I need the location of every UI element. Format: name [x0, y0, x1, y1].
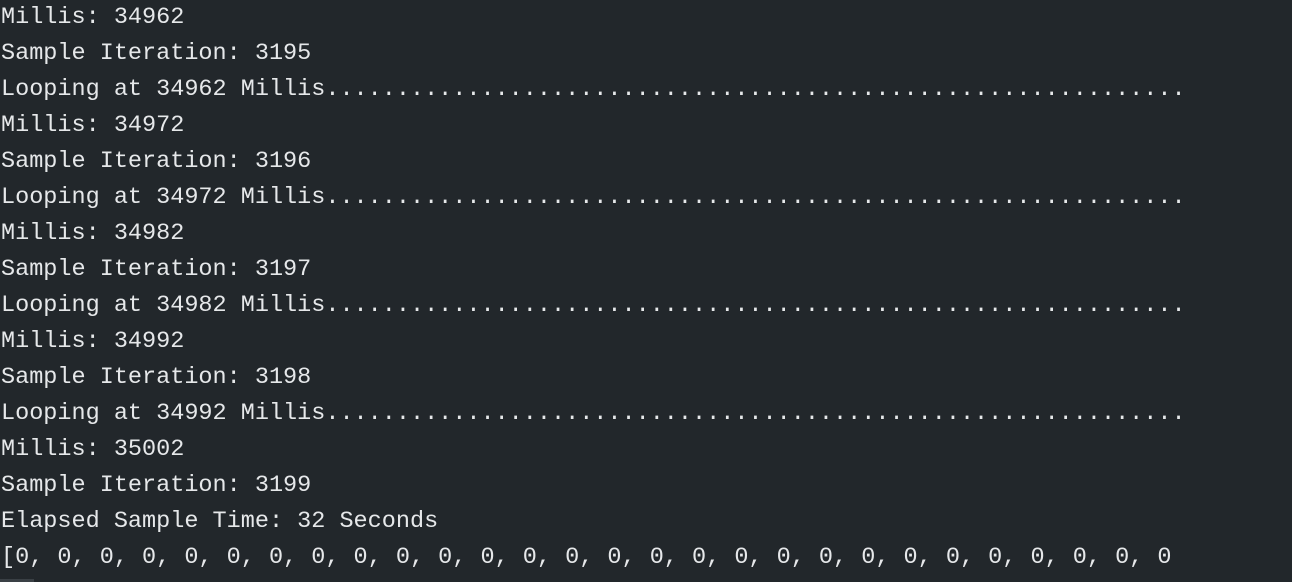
console-line: Sample Iteration: 3198 [1, 364, 312, 391]
console-line: Looping at 34972 Millis.................… [1, 184, 1186, 211]
console-line: Sample Iteration: 3196 [1, 148, 312, 175]
console-line: Sample Iteration: 3195 [1, 40, 312, 67]
console-line: Sample Iteration: 3199 [1, 472, 312, 499]
horizontal-scrollbar-thumb[interactable] [0, 579, 34, 582]
console-line: Millis: 34982 [1, 220, 185, 247]
console-line: [0, 0, 0, 0, 0, 0, 0, 0, 0, 0, 0, 0, 0, … [1, 544, 1172, 571]
console-line: Millis: 34992 [1, 328, 185, 355]
console-line: Millis: 34962 [1, 4, 185, 31]
console-line: Looping at 34962 Millis.................… [1, 76, 1186, 103]
console-line: Looping at 34992 Millis.................… [1, 400, 1186, 427]
console-line: Sample Iteration: 3197 [1, 256, 312, 283]
console-line: Looping at 34982 Millis.................… [1, 292, 1186, 319]
console-line: Millis: 35002 [1, 436, 185, 463]
console-line: Elapsed Sample Time: 32 Seconds [1, 508, 439, 535]
console-line: Millis: 34972 [1, 112, 185, 139]
